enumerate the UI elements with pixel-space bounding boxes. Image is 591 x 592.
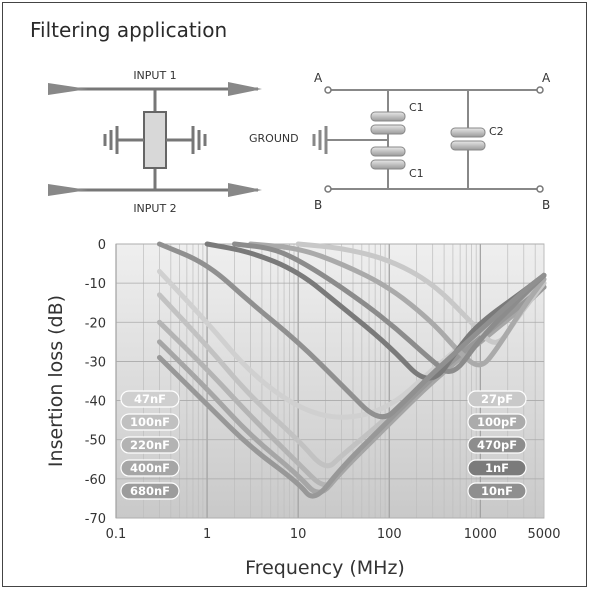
legend-item-1nF: 1nF: [467, 459, 527, 477]
legend-label: 1nF: [485, 461, 509, 475]
y-axis-label: Insertion loss (dB): [45, 295, 67, 467]
legend-item-27pF: 27pF: [467, 390, 527, 408]
node-a-right: [536, 86, 544, 94]
legend-label: 100nF: [130, 415, 170, 429]
c1-top-capacitor-icon: [370, 111, 406, 135]
series-line-470pF: [232, 241, 547, 374]
input1-arrow-icon: [228, 82, 262, 96]
series-line-10nF: [156, 241, 547, 420]
node-b-left-label: B: [314, 198, 322, 212]
node-b-right: [536, 185, 544, 193]
axes: 0.1 1 10 100 1000 5000 0 -10 -20 -30 -40 -50 -60 -70: [85, 238, 561, 542]
ground-label: GROUND: [249, 132, 299, 145]
input2-label: INPUT 2: [133, 202, 176, 215]
node-b-right-label: B: [542, 198, 550, 212]
legend-label: 10nF: [481, 484, 513, 498]
x-tick-label: 10: [290, 527, 307, 542]
legend-swatch: [467, 436, 527, 454]
legend-item-400nF: 400nF: [120, 459, 180, 477]
legend-label: 680nF: [130, 484, 170, 498]
right-schematic: A A B B GROUND C1 C1 C2: [249, 71, 551, 212]
legend: 47nF 100nF 220nF 400nF 680nF 27pF 100pF 470pF 1n…: [120, 390, 527, 500]
series-line-680nF: [156, 284, 547, 499]
series-line-100pF: [248, 241, 547, 368]
left-schematic: INPUT 1 INPUT 2: [48, 69, 262, 215]
legend-swatch: [120, 436, 180, 454]
input1-label: INPUT 1: [133, 69, 176, 82]
legend-item-470pF: 470pF: [467, 436, 527, 454]
c1-bottom-label: C1: [409, 167, 424, 180]
input2-tail-icon: [48, 184, 88, 196]
legend-item-47nF: 47nF: [120, 390, 180, 408]
x-tick-label: 1: [203, 527, 211, 542]
y-tick-label: -50: [85, 434, 106, 449]
legend-swatch: [467, 482, 527, 500]
c2-label: C2: [489, 125, 504, 138]
filter-block: [143, 111, 167, 169]
legend-item-10nF: 10nF: [467, 482, 527, 500]
input1-tail-icon: [48, 83, 88, 95]
x-axis-label: Frequency (MHz): [245, 557, 405, 579]
legend-item-100pF: 100pF: [467, 413, 527, 431]
node-a-left-label: A: [314, 71, 323, 85]
input2-arrow-icon: [228, 183, 262, 197]
legend-label: 400nF: [130, 461, 170, 475]
legend-swatch: [467, 390, 527, 408]
y-tick-label: -70: [85, 512, 106, 527]
legend-label: 470pF: [477, 438, 517, 452]
y-tick-label: -30: [85, 355, 106, 370]
node-a-right-label: A: [542, 71, 551, 85]
node-b-left: [324, 185, 332, 193]
series-line-1nF: [204, 241, 547, 381]
legend-label: 220nF: [130, 438, 170, 452]
legend-swatch: [120, 459, 180, 477]
legend-swatch: [120, 413, 180, 431]
x-tick-label: 5000: [527, 527, 560, 542]
ground-icon: [312, 126, 328, 154]
y-tick-label: -40: [85, 395, 106, 410]
x-tick-label: 0.1: [106, 527, 127, 542]
legend-label: 47nF: [134, 392, 166, 406]
legend-swatch: [120, 390, 180, 408]
figure-title: Filtering application: [30, 18, 228, 42]
y-tick-label: -20: [85, 316, 106, 331]
x-tick-label: 1000: [464, 527, 497, 542]
c1-top-label: C1: [409, 101, 424, 114]
x-tick-label: 100: [377, 527, 402, 542]
y-tick-label: -10: [85, 277, 106, 292]
legend-swatch: [467, 459, 527, 477]
ground-left-icon: [103, 126, 119, 154]
legend-swatch: [467, 413, 527, 431]
c2-capacitor-icon: [450, 127, 486, 151]
legend-label: 100pF: [477, 415, 517, 429]
y-tick-label: 0: [98, 238, 106, 253]
node-a-left: [324, 86, 332, 94]
legend-item-100nF: 100nF: [120, 413, 180, 431]
legend-swatch: [120, 482, 180, 500]
insertion-loss-chart: 0.1 1 10 100 1000 50000-10-20-30-40-50-60-70 …: [45, 238, 561, 579]
ground-right-icon: [191, 126, 207, 154]
legend-label: 27pF: [481, 392, 513, 406]
y-tick-label: -60: [85, 473, 106, 488]
legend-item-680nF: 680nF: [120, 482, 180, 500]
c1-bottom-capacitor-icon: [370, 146, 406, 170]
series-group: [156, 241, 547, 499]
legend-item-220nF: 220nF: [120, 436, 180, 454]
